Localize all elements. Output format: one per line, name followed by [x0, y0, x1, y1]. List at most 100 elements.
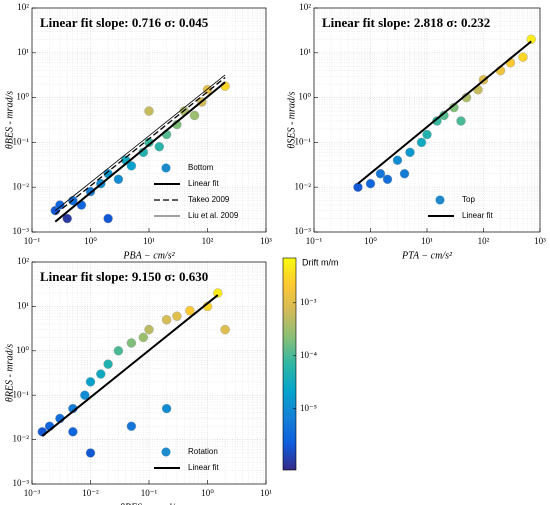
x-tick-label: 10²: [478, 236, 490, 246]
plot-area: [314, 8, 540, 232]
scatter-point: [405, 147, 415, 158]
x-tick-label: 10³: [534, 236, 546, 246]
legend-label: Linear fit: [188, 463, 219, 472]
y-tick-label: 10⁻²: [13, 434, 30, 444]
scatter-point: [416, 137, 427, 148]
scatter-point: [432, 116, 442, 126]
y-tick-label: 10¹: [17, 47, 29, 57]
fit-line: [54, 77, 226, 215]
scatter-point: [144, 324, 154, 335]
x-tick-label: 10²: [202, 236, 214, 246]
x-tick-label: 10¹: [143, 236, 155, 246]
axes-frame: [31, 261, 267, 485]
chart-title: Linear fit slope: 2.818 σ: 0.232: [322, 15, 490, 30]
scatter-point: [126, 338, 137, 348]
chart-title: Linear fit slope: 9.150 σ: 0.630: [40, 269, 208, 284]
y-tick-label: 10²: [299, 2, 311, 12]
y-tick-label: 10⁰: [16, 92, 29, 102]
scatter-point: [189, 110, 200, 121]
y-tick-label: 10¹: [299, 47, 311, 57]
x-tick-label: 10⁻¹: [24, 236, 41, 246]
x-tick-label: 10⁰: [364, 236, 377, 246]
legend-label: Linear fit: [462, 211, 493, 220]
scatter-point: [62, 213, 72, 224]
y-tick-label: 10⁻³: [13, 478, 30, 488]
legend-label: Liu et al. 2009: [188, 211, 239, 220]
fit-line: [54, 81, 226, 223]
fit-line: [41, 294, 219, 437]
y-tick-label: 10⁻²: [295, 181, 312, 191]
scatter-point: [422, 129, 432, 140]
legend-label: Takeo 2009: [188, 195, 230, 204]
scatter-point: [96, 369, 106, 379]
x-tick-label: 10⁻¹: [141, 488, 158, 498]
scatter-point: [138, 332, 149, 343]
scatter-point: [161, 315, 172, 325]
scatter-point: [220, 324, 230, 335]
scatter-point: [55, 200, 65, 210]
x-tick-label: 10¹: [421, 236, 433, 246]
scatter-point: [126, 421, 137, 431]
y-tick-label: 10²: [17, 2, 29, 12]
scatter-point: [399, 169, 410, 179]
x-tick-label: 10¹: [260, 488, 272, 498]
axes-frame: [31, 7, 267, 233]
x-tick-label: 10⁰: [84, 236, 97, 246]
fit-line: [357, 40, 532, 185]
scatter-point: [154, 142, 165, 152]
scatter-point: [161, 403, 172, 414]
y-axis-label: θ̇RES - mrad/s: [4, 344, 15, 402]
y-tick-label: 10⁻²: [13, 181, 30, 191]
scatter-point: [172, 311, 182, 321]
axes-frame: [313, 7, 541, 233]
y-tick-label: 10⁻³: [295, 226, 312, 236]
scatter-point: [103, 359, 113, 369]
y-axis-label: θ̇SES - mrad/s: [286, 91, 297, 148]
y-tick-label: 10⁻¹: [295, 136, 312, 146]
x-tick-label: 10⁰: [201, 488, 214, 498]
scatter-point: [85, 377, 96, 387]
legend-label: Bottom: [188, 163, 214, 172]
y-tick-label: 10⁰: [298, 92, 311, 102]
y-tick-label: 10⁻¹: [13, 136, 30, 146]
x-tick-label: 10⁻¹: [306, 236, 323, 246]
y-tick-label: 10⁰: [16, 345, 29, 355]
scatter-point: [103, 213, 113, 224]
legend-label: Linear fit: [188, 179, 219, 188]
fit-line: [55, 74, 226, 211]
scatter-point: [113, 346, 124, 356]
scatter-point: [185, 306, 195, 316]
scatter-point: [365, 178, 376, 189]
colorbar-tick-label: 10⁻⁵: [300, 403, 317, 413]
colorbar-tick-label: 10⁻³: [300, 297, 317, 307]
y-tick-label: 10¹: [17, 300, 29, 310]
x-tick-label: 10³: [260, 236, 272, 246]
x-axis-label: PTA − cm/s²: [401, 250, 453, 261]
y-tick-label: 10⁻³: [13, 226, 30, 236]
y-tick-label: 10²: [17, 256, 29, 266]
legend-marker: [161, 163, 171, 173]
scatter-point: [375, 169, 386, 179]
x-tick-label: 10⁻³: [24, 488, 41, 498]
scatter-point: [518, 52, 528, 62]
scatter-point: [526, 34, 536, 45]
chart-title: Linear fit slope: 0.716 σ: 0.045: [40, 15, 209, 30]
x-axis-label: PBA − cm/s²: [122, 250, 175, 261]
x-axis-label: θ̇BES - mrad/s: [120, 502, 178, 505]
scatter-point: [382, 174, 393, 185]
plot-area: [32, 8, 266, 232]
scatter-point: [80, 390, 90, 400]
scatter-point: [392, 155, 403, 165]
legend-label: Rotation: [188, 447, 218, 456]
x-tick-label: 10⁻²: [82, 488, 99, 498]
scatter-point: [113, 174, 124, 185]
scatter-point: [213, 288, 223, 298]
y-tick-label: 10⁻¹: [13, 389, 30, 399]
scatter-point: [144, 106, 154, 116]
legend-marker: [435, 195, 445, 205]
scatter-point: [85, 448, 96, 458]
colorbar-title: Drift m/m: [302, 257, 339, 267]
y-axis-label: θ̇BES - mrad/s: [4, 91, 15, 149]
scatter-point: [68, 427, 78, 437]
